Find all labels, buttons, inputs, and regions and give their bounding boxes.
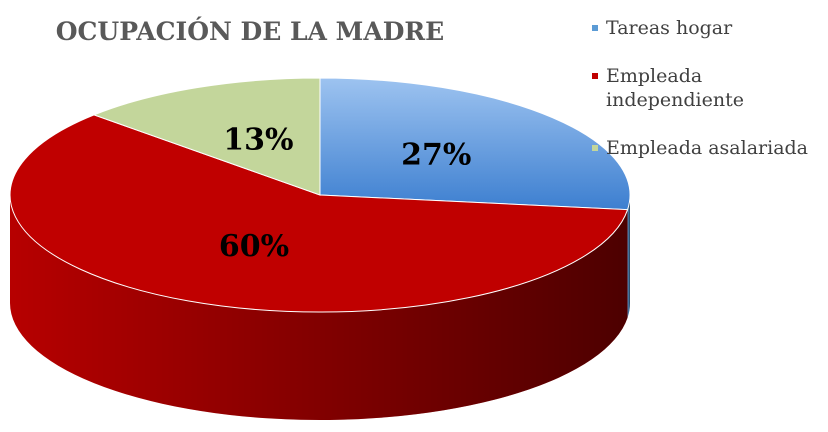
slice-side-shade <box>10 195 628 420</box>
slice-side-shade <box>627 195 630 318</box>
slice <box>319 77 631 211</box>
legend-swatch <box>592 25 598 31</box>
value-label: 27% <box>401 137 471 172</box>
legend-swatch <box>592 145 598 151</box>
legend-swatch <box>592 73 598 79</box>
slice <box>9 114 629 313</box>
legend-label: Empleada asalariada <box>606 137 809 159</box>
slice <box>92 77 321 196</box>
legend-item: Tareas hogar <box>592 16 808 40</box>
legend-item: Empleada asalariada <box>592 136 808 160</box>
value-label: 60% <box>219 229 289 264</box>
pie: 27% 60% 13% <box>9 77 631 420</box>
legend: Tareas hogar Empleada independiente Emplea… <box>592 16 808 184</box>
legend-label: Empleada independiente <box>606 65 744 111</box>
legend-label: Tareas hogar <box>606 17 733 39</box>
chart-title: OCUPACIÓN DE LA MADRE <box>56 17 444 46</box>
legend-item: Empleada independiente <box>592 64 762 112</box>
value-label: 13% <box>223 122 293 157</box>
